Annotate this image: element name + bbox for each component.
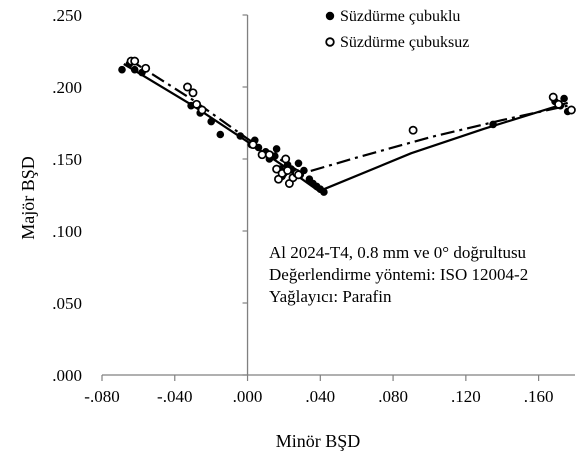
y-tick-label: .100 [52,222,82,241]
open-circle-point [197,105,207,115]
open-circle-point [257,150,267,160]
filled-circle-point [320,188,328,196]
y-tick-label: .250 [52,6,82,25]
x-tick-label: -.080 [84,387,119,406]
x-tick-label: .000 [233,387,263,406]
x-tick-label: .040 [305,387,335,406]
x-tick-label: -.040 [157,387,192,406]
axes: -.080 -.040 .000 .040 .080 .120 .160 .000 .050 .1… [52,6,575,406]
open-circle-point [283,166,293,175]
fit-lines [123,58,569,193]
open-circle-point [264,150,274,160]
legend-label: Süzdürme çubuklu [340,8,460,25]
x-tick-label: .120 [451,387,481,406]
series-3-fit-line [319,101,569,192]
legend-marker-filled-circle [325,11,335,21]
legend: Süzdürme çubuklu Süzdürme çubuksuz [325,8,469,51]
filled-circle-point [294,159,303,168]
filled-circle-point [560,94,568,103]
y-tick-label: .200 [52,78,82,97]
legend-label: Süzdürme çubuksuz [340,34,469,51]
filled-circle-point [272,145,281,153]
open-circle-point [272,164,282,174]
annotations: Al 2024-T4, 0.8 mm ve 0° doğrultusu Değer… [269,243,528,306]
filled-circle-point [489,120,497,129]
annotation-line: Al 2024-T4, 0.8 mm ve 0° doğrultusu [269,243,527,262]
annotation-line: Yağlayıcı: Parafin [269,287,392,306]
y-tick-label: .150 [52,150,82,169]
open-circle-point [183,82,192,92]
annotation-line: Değerlendirme yöntemi: ISO 12004-2 [269,265,528,284]
open-circle-point [408,125,418,135]
y-axis-title: Majör BŞD [18,156,38,240]
filled-circle-point [236,132,245,140]
filled-circle-point [216,130,225,139]
x-tick-label: .080 [378,387,408,406]
open-circle-point [554,99,564,109]
data-markers [118,56,576,196]
x-tick-label: .160 [524,387,554,406]
x-axis-title: Minör BŞD [276,431,361,451]
filled-circle-point [118,65,126,74]
open-circle-point [548,92,558,102]
open-circle-point [248,140,258,150]
open-circle-point [566,105,576,115]
filled-circle-point [300,166,308,175]
open-circle-point [281,154,291,164]
open-circle-point [294,170,303,180]
open-circle-point [188,88,198,98]
legend-marker-open-circle [325,37,335,47]
open-circle-point [192,99,202,109]
y-tick-label: .050 [52,294,82,313]
filled-circle-point [207,117,216,126]
filled-circle-point [130,65,139,74]
open-circle-point [130,56,140,66]
y-tick-label: .000 [52,366,82,385]
series-2-fit-line [128,58,568,175]
open-circle-point [141,63,151,73]
